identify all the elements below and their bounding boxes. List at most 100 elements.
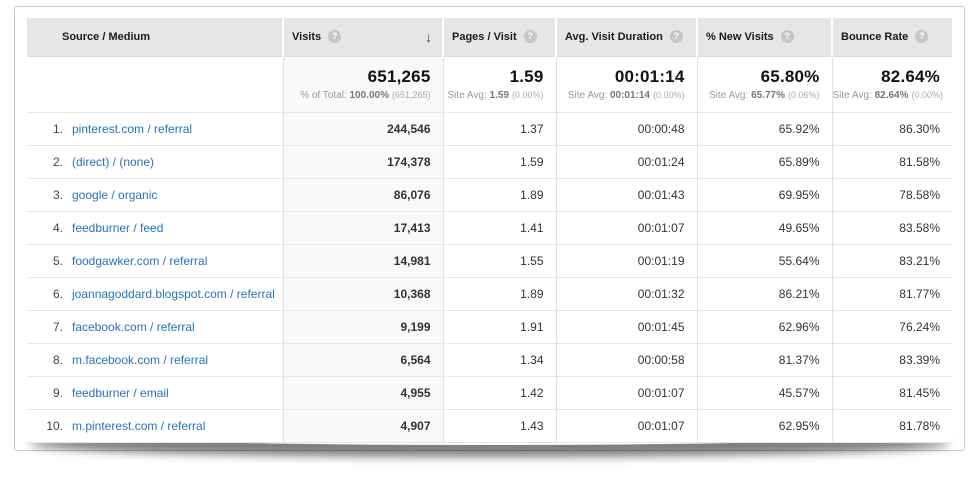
source-medium-link[interactable]: feedburner / email [72, 385, 169, 400]
source-medium-link[interactable]: m.facebook.com / referral [72, 352, 209, 367]
row-index: 8. [52, 352, 63, 367]
summary-value: 1.59 [509, 67, 544, 86]
column-header-visits[interactable]: Visits ? ↓ [282, 18, 443, 57]
pages-per-visit-cell: 1.91 [442, 309, 556, 343]
summary-new-visits-cell: 65.80% Site Avg: 65.77% (0.06%) [696, 56, 832, 112]
summary-visits-cell: 651,265 % of Total: 100.00% (651,265) [282, 56, 443, 112]
row-index: 10. [46, 418, 63, 433]
bounce-rate-cell: 76.24% [831, 309, 952, 343]
source-medium-table: Source / Medium Visits ? ↓ Pages / Visit [27, 18, 952, 443]
summary-pages-cell: 1.59 Site Avg: 1.59 (0.00%) [442, 56, 556, 112]
help-icon[interactable]: ? [328, 30, 342, 44]
help-icon[interactable]: ? [780, 30, 794, 44]
row-index: 3. [52, 187, 63, 202]
table-header-row: Source / Medium Visits ? ↓ Pages / Visit [27, 18, 952, 57]
pages-per-visit-cell: 1.34 [442, 342, 556, 376]
pages-per-visit-cell: 1.89 [442, 177, 556, 211]
pct-new-visits-cell: 49.65% [696, 210, 832, 244]
row-index: 2. [52, 154, 63, 169]
pages-per-visit-cell: 1.37 [442, 111, 556, 145]
column-header-bounce-rate[interactable]: Bounce Rate ? [831, 18, 952, 57]
visits-cell: 86,076 [282, 177, 443, 211]
visits-cell: 4,955 [282, 375, 443, 409]
avg-visit-duration-cell: 00:01:07 [555, 210, 697, 244]
source-medium-link[interactable]: (direct) / (none) [72, 154, 155, 169]
table-row: 1. pinterest.com / referral 244,546 1.37 … [27, 111, 952, 145]
pct-new-visits-cell: 62.95% [696, 408, 832, 443]
table-row: 4. feedburner / feed 17,413 1.41 00:01:07… [27, 210, 952, 244]
avg-visit-duration-cell: 00:01:19 [555, 243, 697, 277]
avg-visit-duration-cell: 00:01:45 [555, 309, 697, 343]
row-index: 4. [52, 220, 63, 235]
column-header-label: % New Visits [706, 30, 774, 43]
avg-visit-duration-cell: 00:01:07 [555, 408, 697, 443]
source-medium-link[interactable]: feedburner / feed [72, 220, 164, 235]
table-row: 8. m.facebook.com / referral 6,564 1.34 0… [27, 342, 952, 376]
column-header-pages-per-visit[interactable]: Pages / Visit ? [442, 18, 556, 57]
source-medium-link[interactable]: m.pinterest.com / referral [72, 418, 206, 433]
column-header-pct-new-visits[interactable]: % New Visits ? [696, 18, 832, 57]
pct-new-visits-cell: 69.95% [696, 177, 832, 211]
column-header-source-medium[interactable]: Source / Medium [27, 18, 283, 57]
pages-per-visit-cell: 1.55 [442, 243, 556, 277]
summary-subline: Site Avg: 00:01:14 (0.00%) [567, 90, 685, 101]
pages-per-visit-cell: 1.89 [442, 276, 556, 310]
summary-duration-cell: 00:01:14 Site Avg: 00:01:14 (0.00%) [555, 56, 697, 112]
summary-value: 651,265 [367, 67, 431, 86]
source-medium-link[interactable]: facebook.com / referral [72, 319, 195, 334]
visits-cell: 6,564 [282, 342, 443, 376]
pct-new-visits-cell: 81.37% [696, 342, 832, 376]
bounce-rate-cell: 81.45% [831, 375, 952, 409]
avg-visit-duration-cell: 00:01:24 [555, 144, 697, 178]
column-header-label: Visits [292, 30, 322, 43]
row-index: 1. [52, 121, 63, 136]
pages-per-visit-cell: 1.59 [442, 144, 556, 178]
column-header-avg-visit-duration[interactable]: Avg. Visit Duration ? [555, 18, 697, 57]
pages-per-visit-cell: 1.43 [442, 408, 556, 443]
avg-visit-duration-cell: 00:01:32 [555, 276, 697, 310]
summary-row: 651,265 % of Total: 100.00% (651,265) 1.5… [27, 56, 952, 112]
visits-cell: 244,546 [282, 111, 443, 145]
visits-cell: 14,981 [282, 243, 443, 277]
column-header-label: Source / Medium [62, 30, 151, 43]
help-icon[interactable]: ? [669, 30, 683, 44]
sort-descending-icon[interactable]: ↓ [425, 28, 432, 45]
row-index: 9. [52, 385, 63, 400]
bounce-rate-cell: 86.30% [831, 111, 952, 145]
visits-cell: 174,378 [282, 144, 443, 178]
table-row: 5. foodgawker.com / referral 14,981 1.55 … [27, 243, 952, 277]
column-header-label: Avg. Visit Duration [565, 30, 663, 43]
help-icon[interactable]: ? [915, 30, 929, 44]
summary-subline: Site Avg: 82.64% (0.00%) [832, 90, 944, 101]
visits-cell: 4,907 [282, 408, 443, 443]
visits-cell: 10,368 [282, 276, 443, 310]
row-index: 7. [52, 319, 63, 334]
source-medium-link[interactable]: foodgawker.com / referral [72, 253, 208, 268]
bounce-rate-cell: 81.58% [831, 144, 952, 178]
pct-new-visits-cell: 45.57% [696, 375, 832, 409]
source-medium-link[interactable]: joannagoddard.blogspot.com / referral [72, 286, 275, 301]
pct-new-visits-cell: 65.92% [696, 111, 832, 145]
pct-new-visits-cell: 55.64% [696, 243, 832, 277]
table-row: 3. google / organic 86,076 1.89 00:01:43 … [27, 177, 952, 211]
row-index: 6. [52, 286, 63, 301]
summary-value: 82.64% [881, 67, 940, 86]
help-icon[interactable]: ? [523, 30, 537, 44]
pct-new-visits-cell: 86.21% [696, 276, 832, 310]
pages-per-visit-cell: 1.42 [442, 375, 556, 409]
avg-visit-duration-cell: 00:00:48 [555, 111, 697, 145]
avg-visit-duration-cell: 00:01:43 [555, 177, 697, 211]
summary-subline: Site Avg: 1.59 (0.00%) [447, 90, 544, 101]
table-row: 9. feedburner / email 4,955 1.42 00:01:07… [27, 375, 952, 409]
avg-visit-duration-cell: 00:00:58 [555, 342, 697, 376]
bounce-rate-cell: 81.77% [831, 276, 952, 310]
source-medium-link[interactable]: google / organic [72, 187, 158, 202]
table-row: 2. (direct) / (none) 174,378 1.59 00:01:2… [27, 144, 952, 178]
summary-value: 00:01:14 [614, 67, 685, 86]
summary-subline: Site Avg: 65.77% (0.06%) [708, 90, 820, 101]
summary-value: 65.80% [760, 67, 820, 86]
bounce-rate-cell: 83.58% [831, 210, 952, 244]
table-row: 7. facebook.com / referral 9,199 1.91 00:… [27, 309, 952, 343]
source-medium-link[interactable]: pinterest.com / referral [72, 121, 193, 136]
table-row: 6. joannagoddard.blogspot.com / referral … [27, 276, 952, 310]
